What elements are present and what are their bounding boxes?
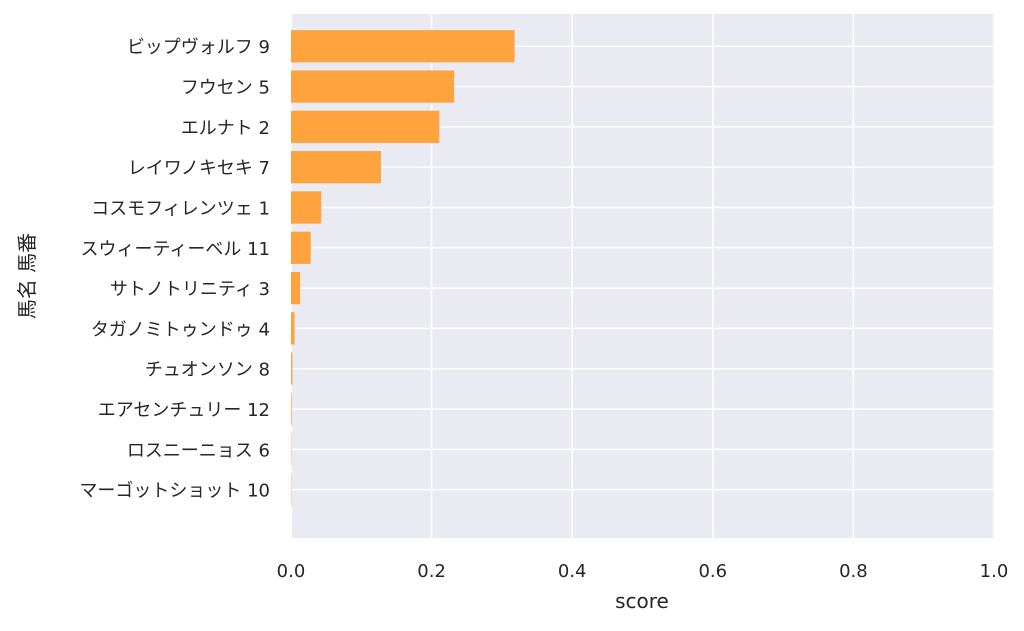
bar bbox=[291, 353, 292, 385]
bar bbox=[291, 272, 300, 304]
y-tick-label: エルナト 2 bbox=[181, 118, 270, 139]
bar bbox=[291, 232, 311, 264]
x-tick-labels: 0.0 0.2 0.4 0.6 0.8 1.0 bbox=[277, 561, 1009, 582]
bar bbox=[291, 151, 381, 183]
x-tick-label: 0.4 bbox=[558, 561, 587, 582]
y-tick-label: スウィーティーベル 11 bbox=[80, 239, 270, 260]
bar bbox=[291, 312, 295, 344]
y-tick-label: チュオンソン 8 bbox=[145, 360, 270, 381]
x-tick-label: 0.6 bbox=[698, 561, 727, 582]
x-axis-label: score bbox=[615, 589, 669, 613]
y-tick-label: ロスニーニョス 6 bbox=[127, 440, 270, 461]
bar bbox=[291, 70, 454, 102]
y-tick-label: レイワノキセキ 7 bbox=[128, 158, 270, 179]
x-tick-label: 0.2 bbox=[417, 561, 446, 582]
bar bbox=[291, 393, 292, 425]
bar bbox=[291, 30, 515, 62]
bar bbox=[291, 191, 321, 223]
y-tick-label: フウセン 5 bbox=[181, 78, 270, 99]
bar bbox=[291, 111, 439, 143]
x-tick-label: 1.0 bbox=[980, 561, 1009, 582]
y-tick-label: マーゴットショット 10 bbox=[79, 481, 270, 502]
y-tick-label: コスモフィレンツェ 1 bbox=[91, 198, 270, 219]
x-tick-label: 0.8 bbox=[839, 561, 868, 582]
y-tick-label: タガノミトゥンドゥ 4 bbox=[91, 319, 270, 340]
y-tick-labels: ビップヴォルフ 9 フウセン 5 エルナト 2 レイワノキセキ 7 コスモフィレンツェ … bbox=[79, 37, 270, 501]
x-tick-label: 0.0 bbox=[277, 561, 306, 582]
y-tick-label: エアセンチュリー 12 bbox=[98, 400, 270, 421]
y-tick-label: サトノトリニティ 3 bbox=[110, 279, 270, 300]
y-axis-label: 馬名 馬番 bbox=[15, 233, 39, 319]
y-tick-label: ビップヴォルフ 9 bbox=[127, 37, 270, 58]
